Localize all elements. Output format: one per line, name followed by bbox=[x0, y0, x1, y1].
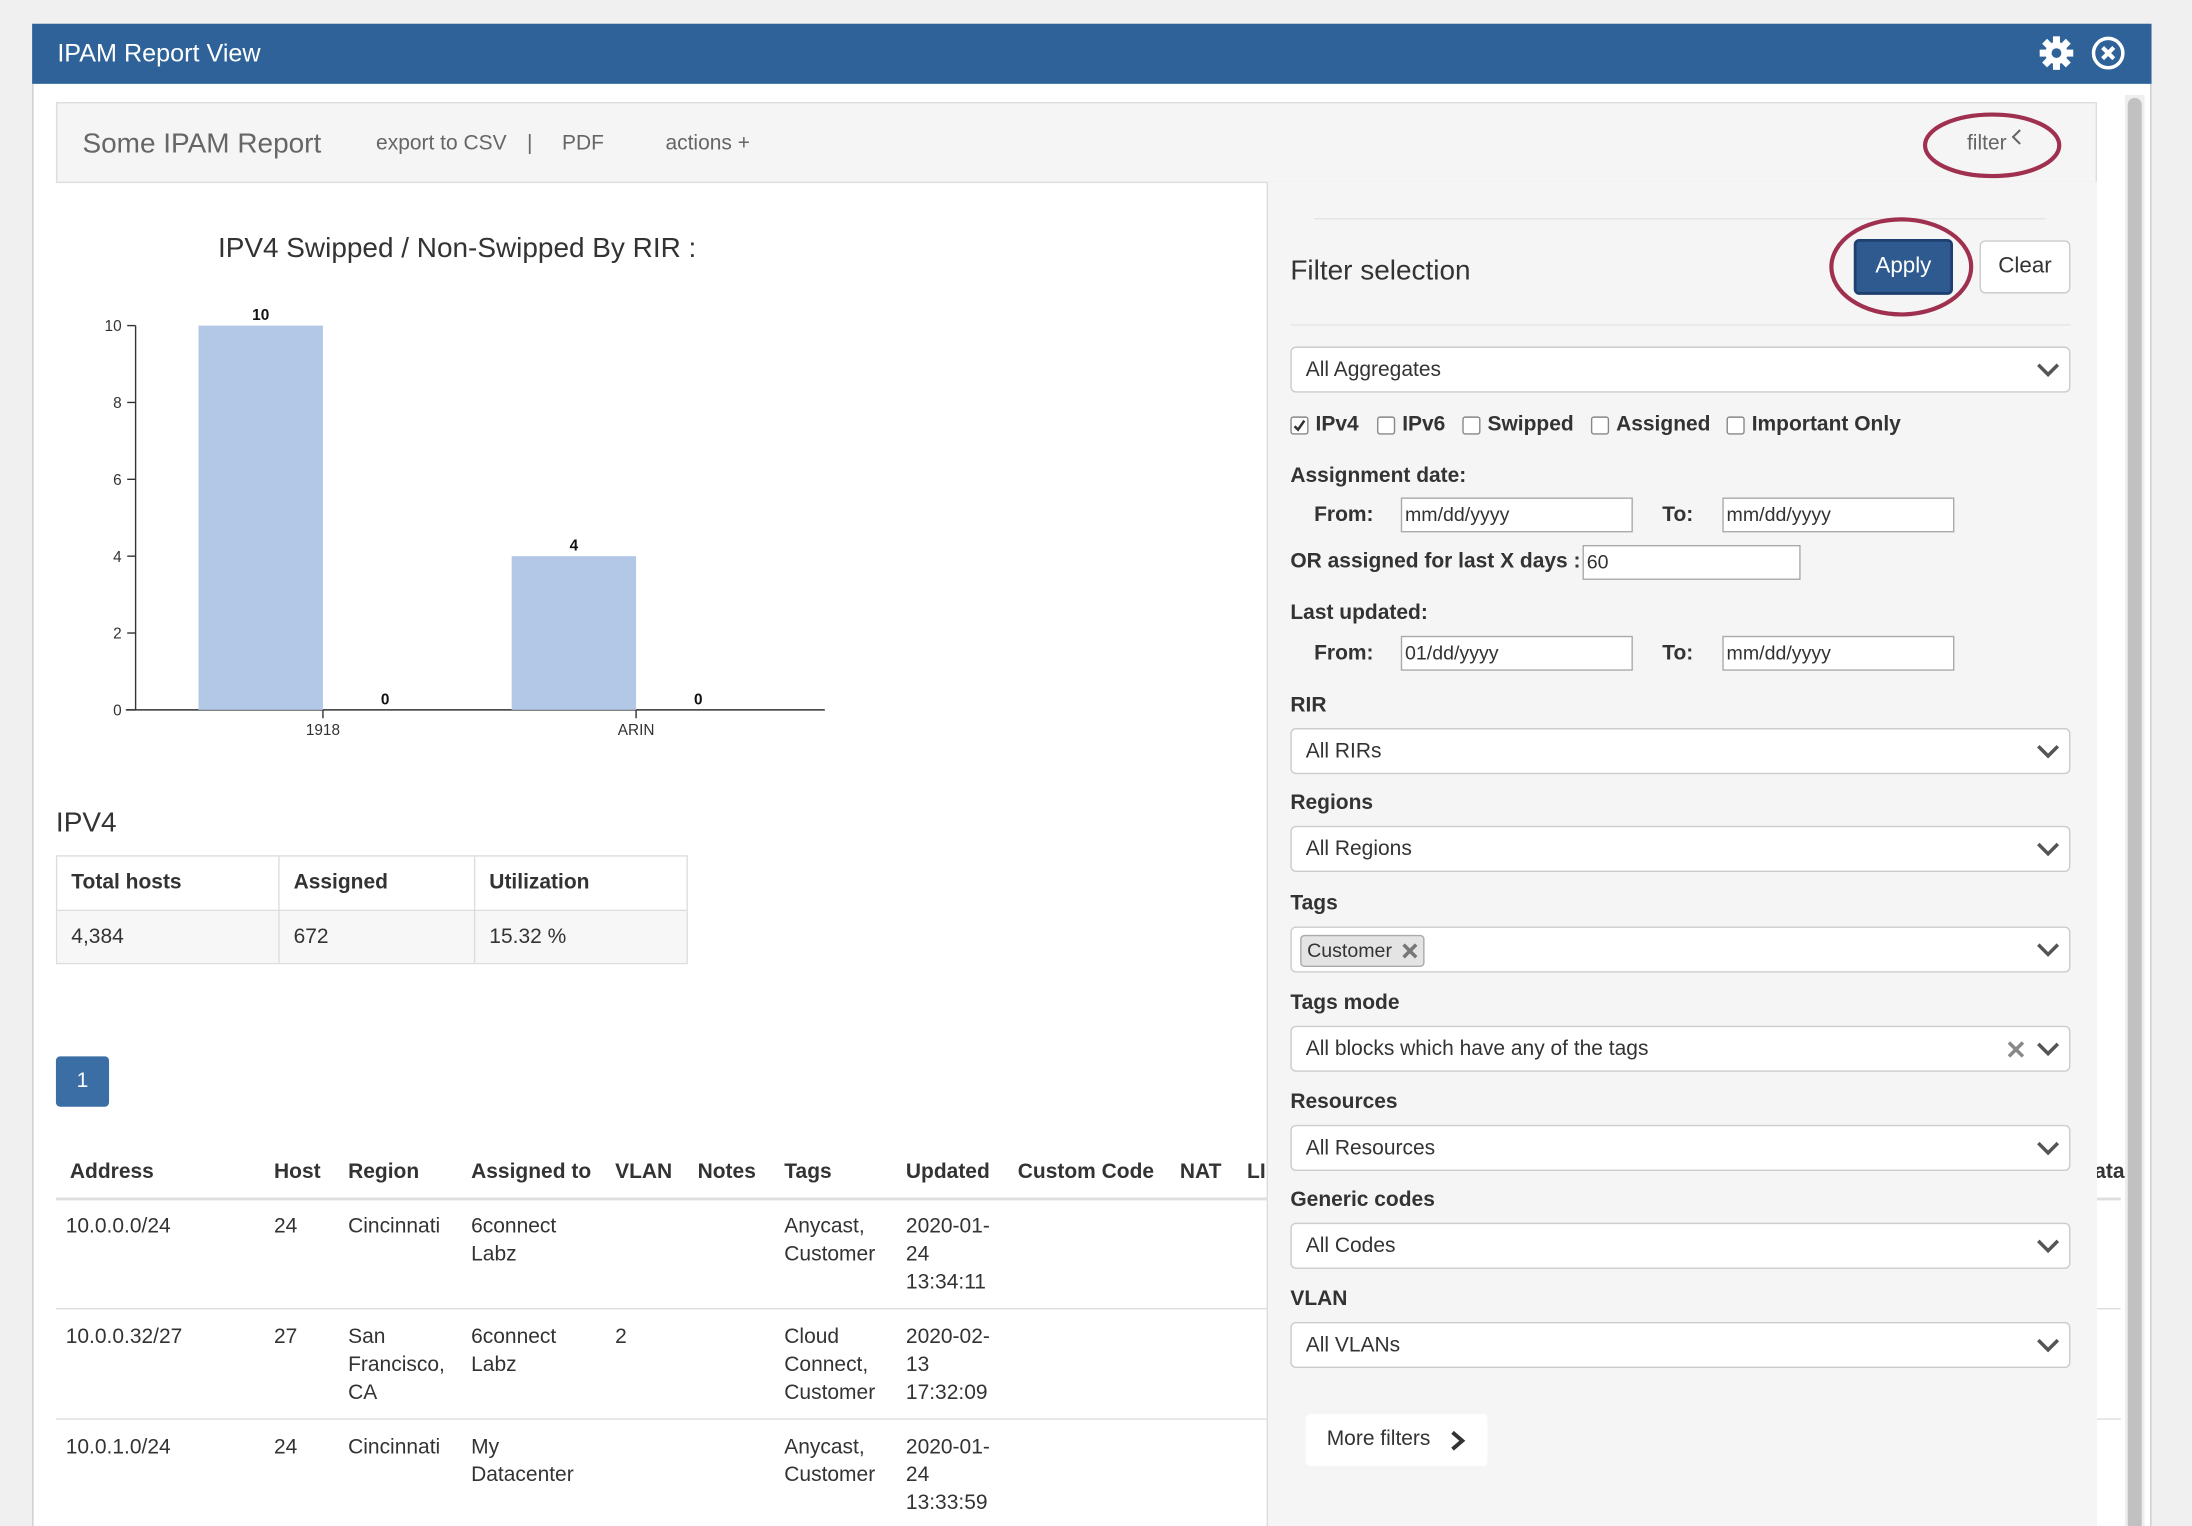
label: From: bbox=[1314, 641, 1373, 666]
tag-text: Customer bbox=[1307, 939, 1392, 961]
select-label: Resources bbox=[1290, 1090, 1397, 1115]
select-label: RIR bbox=[1290, 693, 1326, 718]
cell: 24 bbox=[274, 1213, 330, 1241]
select-value: All RIRs bbox=[1306, 739, 1382, 763]
checkbox-label: Assigned bbox=[1616, 412, 1710, 437]
checkbox[interactable] bbox=[1377, 416, 1395, 434]
cell: 10.0.0.32/27 bbox=[66, 1323, 262, 1351]
checkbox[interactable] bbox=[1462, 416, 1480, 434]
label: Last updated: bbox=[1290, 601, 1427, 626]
checkbox-label: Important Only bbox=[1752, 412, 1901, 437]
cell: 24 bbox=[274, 1434, 330, 1462]
select-label: Tags mode bbox=[1290, 991, 1399, 1016]
column-header: LI bbox=[1247, 1160, 1266, 1185]
cell: 10.0.0.0/24 bbox=[66, 1213, 262, 1241]
column-header: Custom Code bbox=[1018, 1160, 1154, 1185]
checkbox[interactable] bbox=[1290, 416, 1308, 434]
column-header: ata bbox=[2094, 1160, 2124, 1185]
column-header: Region bbox=[348, 1160, 419, 1185]
column-header: NAT bbox=[1180, 1160, 1222, 1185]
tags-mode-select[interactable]: All blocks which have any of the tags bbox=[1290, 1026, 2070, 1072]
filter-title: Filter selection bbox=[1290, 254, 1470, 288]
label: OR assigned for last X days : bbox=[1290, 549, 1580, 574]
cell: 2 bbox=[615, 1323, 685, 1351]
cell: Cincinnati bbox=[348, 1213, 460, 1241]
column-header: VLAN bbox=[615, 1160, 672, 1185]
label: Assignment date: bbox=[1290, 464, 1466, 489]
label: To: bbox=[1662, 503, 1693, 528]
clear-icon[interactable] bbox=[2008, 1041, 2025, 1058]
checkbox-label: IPv4 bbox=[1316, 412, 1359, 437]
cell: Cincinnati bbox=[348, 1434, 460, 1462]
date-input[interactable]: 01/dd/yyyy bbox=[1401, 636, 1633, 671]
rir-select[interactable]: All RIRs bbox=[1290, 728, 2070, 774]
checkbox-label: Swipped bbox=[1487, 412, 1573, 437]
cell: 27 bbox=[274, 1323, 330, 1351]
checkbox[interactable] bbox=[1727, 416, 1745, 434]
label: To: bbox=[1662, 641, 1693, 666]
column-header: Host bbox=[274, 1160, 321, 1185]
select-value: All VLANs bbox=[1306, 1333, 1400, 1357]
divider bbox=[1290, 324, 2070, 325]
select-value: All Aggregates bbox=[1306, 358, 1441, 382]
column-header: Address bbox=[70, 1160, 154, 1185]
label: From: bbox=[1314, 503, 1373, 528]
column-header: Notes bbox=[698, 1160, 756, 1185]
select-label: Regions bbox=[1290, 791, 1373, 816]
generic-codes-select[interactable]: All Codes bbox=[1290, 1223, 2070, 1269]
select-value: All Regions bbox=[1306, 837, 1412, 861]
column-header: Assigned to bbox=[471, 1160, 591, 1185]
checkbox[interactable] bbox=[1591, 416, 1609, 434]
select-label: VLAN bbox=[1290, 1287, 1347, 1312]
highlight bbox=[1824, 214, 1981, 320]
select-value: All Codes bbox=[1306, 1234, 1396, 1258]
resources-select[interactable]: All Resources bbox=[1290, 1125, 2070, 1171]
regions-select[interactable]: All Regions bbox=[1290, 826, 2070, 872]
select-value: All blocks which have any of the tags bbox=[1306, 1037, 1649, 1061]
date-input[interactable]: mm/dd/yyyy bbox=[1722, 636, 1954, 671]
tags-select[interactable]: Customer bbox=[1290, 926, 2070, 972]
more-filters-button[interactable]: More filters bbox=[1306, 1414, 1488, 1466]
cell: 2020-01-24 13:33:59 bbox=[906, 1434, 1004, 1518]
date-input[interactable]: mm/dd/yyyy bbox=[1722, 497, 1954, 532]
cell: Cloud Connect, Customer bbox=[784, 1323, 896, 1407]
cell: Anycast, Customer bbox=[784, 1434, 896, 1490]
clear-button[interactable]: Clear bbox=[1980, 240, 2071, 293]
cell: 6connect Labz bbox=[471, 1323, 604, 1379]
tag-chip: Customer bbox=[1300, 935, 1424, 967]
date-input[interactable]: mm/dd/yyyy bbox=[1401, 497, 1633, 532]
vlan-select[interactable]: All VLANs bbox=[1290, 1322, 2070, 1368]
cell: 10.0.1.0/24 bbox=[66, 1434, 262, 1462]
cell: 6connect Labz bbox=[471, 1213, 604, 1269]
cell: Anycast, Customer bbox=[784, 1213, 896, 1269]
cell: My Datacenter bbox=[471, 1434, 604, 1490]
select-label: Generic codes bbox=[1290, 1188, 1435, 1213]
days-input[interactable]: 60 bbox=[1583, 545, 1801, 580]
checkbox-label: IPv6 bbox=[1402, 412, 1445, 437]
column-header: Tags bbox=[784, 1160, 831, 1185]
column-header: Updated bbox=[906, 1160, 990, 1185]
cell: 2020-02-13 17:32:09 bbox=[906, 1323, 1004, 1407]
checkbox-row: IPv4 IPv6 Swipped Assigned Important Only bbox=[1290, 412, 2073, 440]
remove-icon[interactable] bbox=[1402, 943, 1417, 958]
select-value: All Resources bbox=[1306, 1136, 1435, 1160]
aggregates-select[interactable]: All Aggregates bbox=[1290, 347, 2070, 393]
cell: San Francisco, CA bbox=[348, 1323, 460, 1407]
button-label: More filters bbox=[1327, 1427, 1431, 1452]
select-label: Tags bbox=[1290, 892, 1337, 917]
cell: 2020-01-24 13:34:11 bbox=[906, 1213, 1004, 1297]
